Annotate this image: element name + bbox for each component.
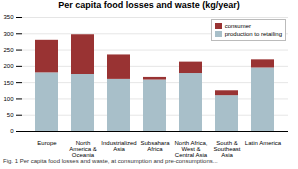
svg-text:50: 50 xyxy=(7,112,14,118)
svg-text:SubsaharaAfrica: SubsaharaAfrica xyxy=(140,140,170,152)
svg-text:Latin America: Latin America xyxy=(245,140,282,146)
svg-text:North Africa,West &Central Asi: North Africa,West &Central Asia xyxy=(174,140,207,158)
html-text:Per capita food losses and was: Per capita food losses and waste (kg/yea… xyxy=(58,0,240,10)
svg-text:100: 100 xyxy=(3,96,14,102)
svg-text:0: 0 xyxy=(10,128,14,134)
svg-text:350: 350 xyxy=(3,14,14,20)
svg-text:NorthAmerica &Oceania: NorthAmerica &Oceania xyxy=(69,140,97,158)
html-text:Fig. 1 Per capita food losses: Fig. 1 Per capita food losses and waste,… xyxy=(3,158,218,164)
svg-text:250: 250 xyxy=(3,47,14,53)
svg-text:200: 200 xyxy=(3,63,14,69)
html-text:production to retailing: production to retailing xyxy=(224,31,282,37)
svg-text:Europe: Europe xyxy=(37,140,57,146)
svg-text:300: 300 xyxy=(3,31,14,37)
svg-text:150: 150 xyxy=(3,80,14,86)
svg-text:South &SoutheastAsia: South &SoutheastAsia xyxy=(213,140,240,158)
svg-text:IndustrializedAsia: IndustrializedAsia xyxy=(101,140,136,152)
html-text:consumer: consumer xyxy=(224,23,251,29)
